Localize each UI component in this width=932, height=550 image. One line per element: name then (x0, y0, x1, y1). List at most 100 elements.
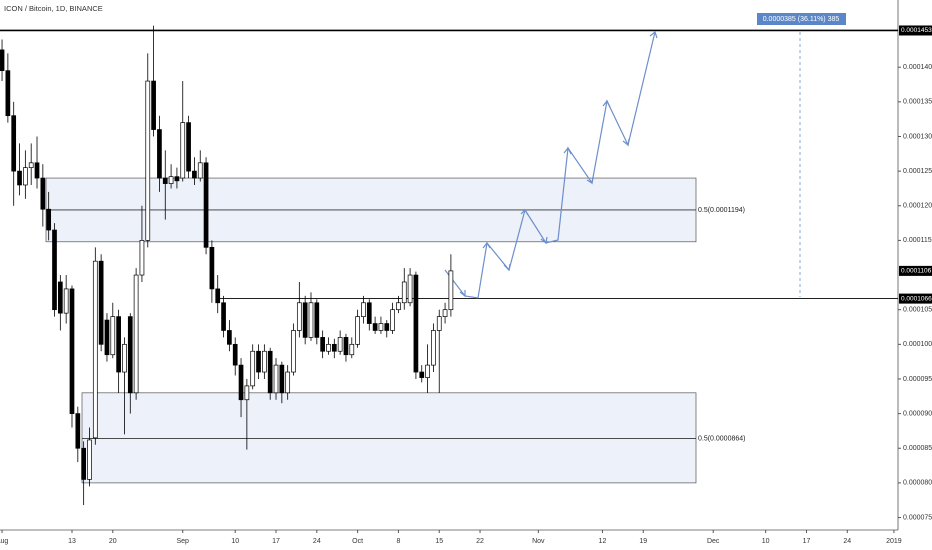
x-tick-label: 22 (476, 538, 484, 545)
x-tick-label: 8 (396, 538, 400, 545)
x-tick-label: Nov (532, 538, 545, 545)
candle-body (151, 80, 156, 130)
candle-body (92, 260, 98, 439)
candle-body (238, 364, 244, 401)
candle-body (267, 350, 273, 394)
zone-label: 0.5(0.0001194) (698, 207, 745, 214)
x-tick-label: 2019 (886, 538, 902, 545)
candle-body (372, 323, 378, 331)
x-tick-label: 17 (803, 538, 811, 545)
candle-body (133, 274, 139, 394)
x-tick-label: Dec (707, 538, 720, 545)
candle-body (302, 302, 308, 338)
candle-body (244, 385, 250, 401)
candle-body (425, 364, 430, 378)
candle-body (227, 330, 232, 345)
x-tick-label: 24 (313, 538, 321, 545)
x-tick-label: 12 (599, 538, 607, 545)
zone (81, 392, 697, 484)
candle-body (355, 316, 360, 345)
x-tick-label: Sep (177, 538, 190, 545)
candle-body (203, 162, 209, 248)
candle-body (11, 115, 17, 172)
candle-body (232, 343, 238, 366)
x-tick-label: 20 (109, 538, 117, 545)
candle-body (209, 246, 215, 290)
candle-body (75, 413, 81, 449)
candle-body (361, 302, 366, 317)
x-tick-label: 19 (639, 538, 647, 545)
x-tick-label: 13 (68, 538, 76, 545)
candle-body (256, 350, 261, 373)
candle-body (413, 274, 419, 373)
candle-body (331, 343, 337, 352)
zone-label: 0.5(0.0000864) (698, 435, 745, 442)
candle-body (320, 337, 326, 352)
candle-body (110, 316, 116, 356)
candle-body (139, 240, 145, 276)
candle-body (442, 309, 448, 317)
price-tag-bg (899, 25, 932, 36)
candle-body (40, 177, 46, 210)
price-tag: 0.0001453 (901, 27, 932, 34)
price-tag: 0.0001106 (901, 268, 932, 275)
projection-arrowheads (459, 30, 658, 298)
candle-body (366, 302, 372, 324)
candle-body (384, 323, 390, 331)
x-tick-label: Aug (0, 538, 8, 545)
measure-label-bg (757, 13, 846, 25)
candle-body (17, 170, 22, 186)
candle-body (337, 337, 343, 352)
candle-body (116, 316, 121, 373)
candle-body (431, 330, 436, 366)
candle-body (122, 343, 127, 373)
candle-body (98, 260, 104, 345)
candle-body (23, 167, 28, 186)
candle-body (250, 350, 256, 387)
candle-body (186, 122, 191, 172)
candle-body (273, 364, 279, 394)
candle-body (0, 49, 5, 72)
chart-title: ICON / Bitcoin, 1D, BINANCE (4, 4, 103, 13)
candle-body (87, 439, 92, 480)
candle-body (157, 129, 162, 179)
candle-body (34, 162, 40, 179)
candle-body (215, 288, 221, 304)
candle-body (162, 177, 168, 184)
candle-body (28, 162, 34, 169)
candle-body (308, 302, 314, 338)
y-tick-label: 0.0000750 (903, 514, 932, 521)
candle-body (104, 319, 110, 356)
candle-body (174, 176, 180, 182)
candle-body (326, 343, 331, 352)
x-tick-label: Oct (352, 538, 363, 545)
candle-body (221, 302, 226, 331)
x-tick-label: 17 (272, 538, 280, 545)
x-tick-label: 15 (435, 538, 443, 545)
candle-body (52, 229, 57, 311)
x-tick-label: 24 (843, 538, 851, 545)
drawings (0, 29, 898, 484)
candle-body (349, 343, 355, 356)
candle-body (314, 302, 320, 338)
candle-body (127, 316, 133, 394)
candle-body (145, 80, 151, 241)
candle-body (291, 330, 296, 373)
candle-body (279, 364, 285, 394)
x-tick-label: 10 (231, 538, 239, 545)
candle-body (192, 170, 197, 179)
price-tag-bg (899, 293, 932, 304)
candle-body (419, 371, 425, 378)
candle-body (69, 288, 75, 414)
